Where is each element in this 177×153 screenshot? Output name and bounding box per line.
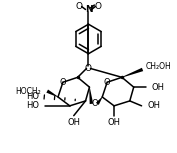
Polygon shape [89, 87, 93, 104]
Text: O: O [60, 78, 66, 87]
Text: OH: OH [108, 118, 121, 127]
Text: O: O [91, 99, 98, 108]
Text: OH: OH [147, 101, 161, 110]
Text: OH: OH [151, 83, 164, 92]
Text: HOCH₂: HOCH₂ [16, 87, 41, 96]
Text: O: O [85, 64, 92, 73]
Polygon shape [122, 68, 143, 78]
Text: N: N [85, 5, 92, 14]
Polygon shape [46, 90, 58, 97]
Text: CH₂OH: CH₂OH [145, 62, 171, 71]
Text: O: O [104, 78, 110, 87]
Text: O: O [95, 2, 102, 11]
Polygon shape [96, 97, 102, 105]
Text: O: O [75, 2, 82, 11]
Text: HO: HO [26, 101, 39, 110]
Text: OH: OH [67, 118, 80, 127]
Text: HO: HO [26, 92, 39, 101]
